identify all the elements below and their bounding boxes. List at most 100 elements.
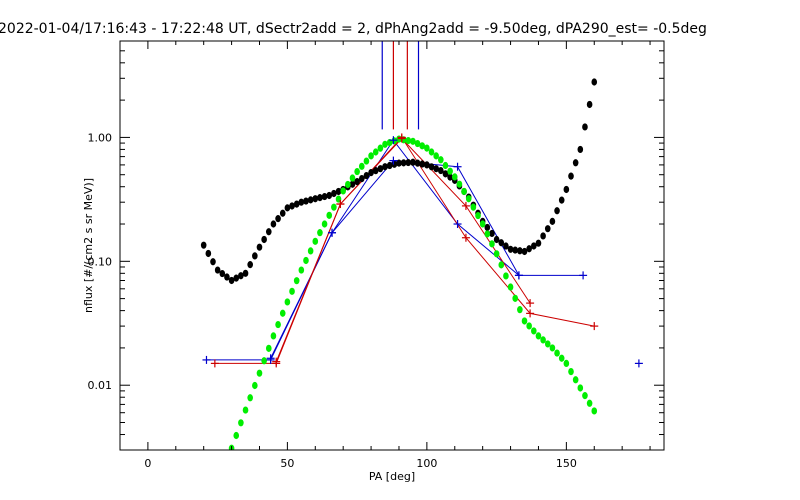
- plus-marker: [389, 136, 398, 145]
- data-point: [307, 247, 314, 255]
- plus-marker: [336, 200, 345, 209]
- x-tick-label: 50: [280, 457, 294, 470]
- data-point: [242, 269, 249, 277]
- data-point: [484, 223, 491, 232]
- data-point: [307, 196, 314, 204]
- data-point: [572, 376, 579, 384]
- plus-marker: [453, 162, 462, 171]
- data-point: [503, 272, 509, 280]
- data-point: [507, 283, 514, 291]
- data-point: [517, 247, 523, 255]
- data-point: [479, 220, 486, 228]
- plus-marker: [202, 355, 211, 364]
- data-point: [549, 344, 556, 352]
- data-point: [289, 287, 295, 295]
- data-point: [400, 159, 407, 167]
- data-point: [326, 211, 333, 219]
- data-point: [252, 381, 258, 390]
- data-point: [354, 167, 360, 176]
- data-point: [484, 230, 491, 238]
- data-point: [317, 229, 323, 237]
- series-line: [214, 136, 595, 364]
- data-point: [247, 394, 253, 402]
- data-point: [535, 332, 542, 340]
- data-point: [563, 185, 570, 194]
- plus-marker: [210, 359, 219, 368]
- data-point: [512, 246, 519, 254]
- data-point: [470, 203, 477, 211]
- data-point: [396, 159, 402, 167]
- plus-marker: [272, 357, 281, 366]
- data-point: [489, 240, 495, 248]
- data-point: [591, 407, 598, 415]
- data-point: [424, 161, 430, 169]
- plus-marker: [579, 271, 588, 280]
- data-point: [558, 196, 565, 204]
- data-point: [265, 228, 272, 236]
- data-point: [540, 336, 546, 344]
- data-point: [572, 159, 579, 167]
- data-point: [256, 369, 263, 377]
- data-point: [465, 195, 472, 203]
- data-point: [414, 159, 421, 167]
- data-point: [317, 194, 323, 202]
- data-point: [456, 180, 463, 188]
- data-point: [233, 431, 240, 440]
- data-point: [577, 384, 584, 392]
- data-point: [512, 294, 519, 302]
- data-point: [410, 137, 416, 145]
- data-point: [521, 317, 528, 325]
- data-point: [554, 207, 560, 215]
- data-point: [544, 225, 551, 233]
- data-point: [428, 148, 435, 156]
- data-point: [447, 167, 453, 175]
- data-point: [210, 258, 216, 266]
- data-point: [303, 256, 309, 265]
- data-point: [507, 245, 514, 253]
- data-point: [284, 298, 291, 306]
- plot-area: [200, 41, 643, 450]
- data-point: [498, 261, 505, 269]
- data-point: [517, 306, 523, 314]
- data-point: [354, 177, 360, 186]
- data-point: [238, 419, 244, 427]
- y-tick-label: 0.10: [88, 255, 113, 268]
- data-point: [377, 165, 384, 173]
- data-point: [377, 144, 384, 152]
- data-point: [526, 322, 532, 330]
- plus-marker: [397, 134, 406, 143]
- plot-frame: [119, 40, 665, 451]
- data-point: [224, 273, 230, 281]
- data-point: [233, 274, 240, 282]
- data-point: [247, 261, 253, 269]
- data-point: [419, 142, 426, 150]
- data-point: [586, 399, 593, 407]
- data-point: [298, 198, 305, 206]
- data-point: [293, 277, 300, 285]
- data-point: [540, 232, 546, 240]
- data-point: [382, 163, 388, 171]
- x-axis-label: PA [deg]: [369, 470, 415, 483]
- data-point: [303, 197, 309, 205]
- data-point: [228, 276, 235, 285]
- data-point: [424, 144, 430, 152]
- data-point: [558, 354, 565, 362]
- y-tick-label: 1.00: [88, 131, 113, 144]
- data-point: [345, 180, 351, 189]
- data-point: [270, 332, 277, 340]
- data-point: [549, 217, 556, 225]
- data-point: [270, 220, 277, 228]
- data-point: [293, 200, 300, 208]
- data-point: [405, 158, 412, 167]
- data-point: [331, 189, 337, 198]
- data-point: [289, 202, 295, 210]
- data-point: [261, 235, 267, 244]
- data-point: [349, 180, 356, 188]
- data-point: [261, 357, 267, 365]
- plus-marker: [526, 309, 535, 318]
- plot-clipped-group: [200, 41, 598, 450]
- data-point: [428, 163, 435, 171]
- plus-marker: [634, 359, 643, 368]
- data-point: [451, 173, 458, 181]
- data-point: [386, 161, 393, 170]
